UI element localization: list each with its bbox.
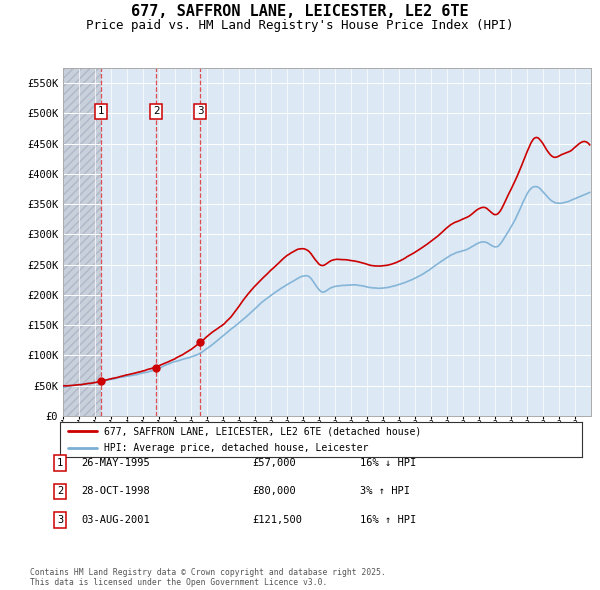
- Text: 3: 3: [57, 515, 63, 525]
- Text: 26-MAY-1995: 26-MAY-1995: [81, 458, 150, 468]
- Text: 03-AUG-2001: 03-AUG-2001: [81, 515, 150, 525]
- Text: 3% ↑ HPI: 3% ↑ HPI: [360, 487, 410, 496]
- Text: 28-OCT-1998: 28-OCT-1998: [81, 487, 150, 496]
- Text: £80,000: £80,000: [252, 487, 296, 496]
- Text: 16% ↑ HPI: 16% ↑ HPI: [360, 515, 416, 525]
- Text: 1: 1: [98, 106, 104, 116]
- Text: Price paid vs. HM Land Registry's House Price Index (HPI): Price paid vs. HM Land Registry's House …: [86, 19, 514, 32]
- Text: 677, SAFFRON LANE, LEICESTER, LE2 6TE: 677, SAFFRON LANE, LEICESTER, LE2 6TE: [131, 4, 469, 19]
- Text: £57,000: £57,000: [252, 458, 296, 468]
- Text: 1: 1: [57, 458, 63, 468]
- Text: HPI: Average price, detached house, Leicester: HPI: Average price, detached house, Leic…: [104, 442, 369, 453]
- Text: Contains HM Land Registry data © Crown copyright and database right 2025.
This d: Contains HM Land Registry data © Crown c…: [30, 568, 386, 587]
- Bar: [63, 68, 101, 416]
- Text: 2: 2: [57, 487, 63, 496]
- Text: 16% ↓ HPI: 16% ↓ HPI: [360, 458, 416, 468]
- Text: 677, SAFFRON LANE, LEICESTER, LE2 6TE (detached house): 677, SAFFRON LANE, LEICESTER, LE2 6TE (d…: [104, 427, 422, 437]
- Text: 2: 2: [153, 106, 160, 116]
- Text: 3: 3: [197, 106, 204, 116]
- Text: £121,500: £121,500: [252, 515, 302, 525]
